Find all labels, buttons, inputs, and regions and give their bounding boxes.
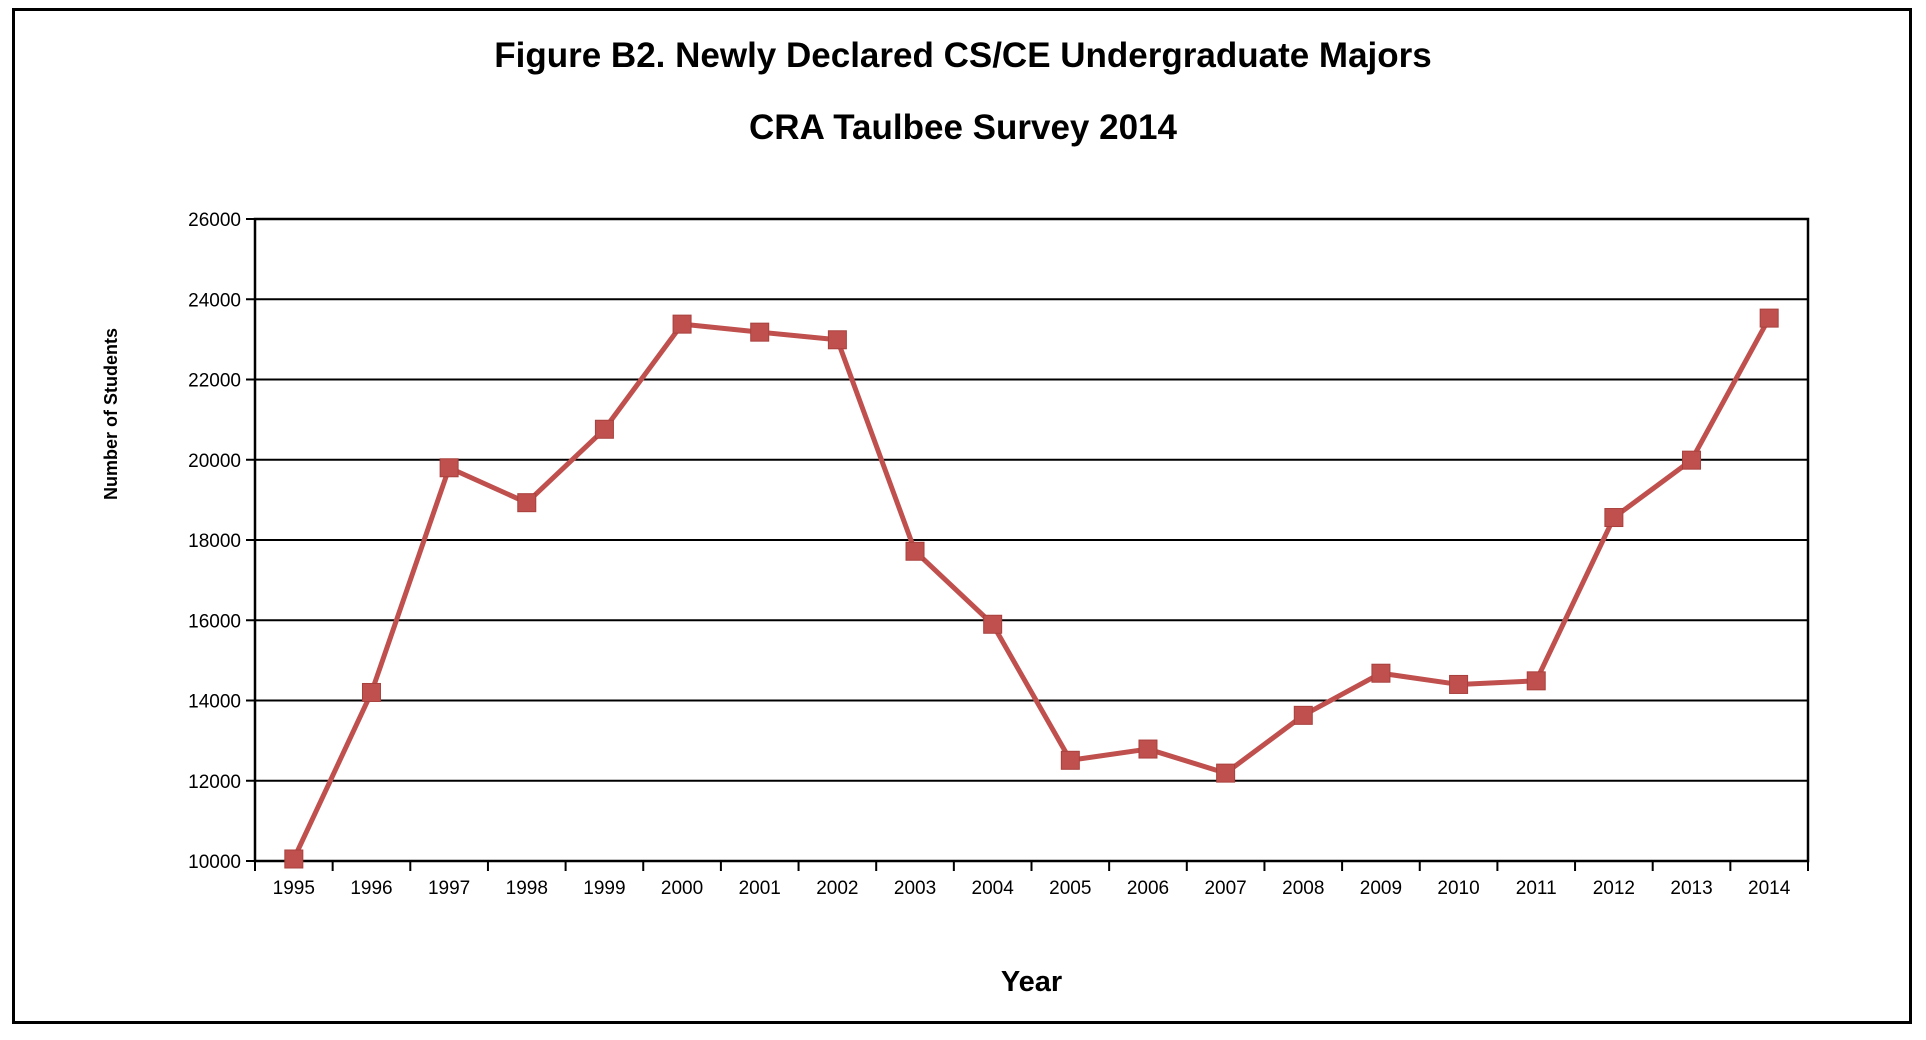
data-point-1998 <box>517 493 537 513</box>
y-tick-label: 16000 <box>188 611 241 632</box>
data-point-2011 <box>1526 671 1546 691</box>
x-tick-label: 2001 <box>739 878 781 899</box>
y-tick-label: 12000 <box>188 772 241 793</box>
data-point-1996 <box>361 682 381 702</box>
x-tick-label: 2009 <box>1360 878 1402 899</box>
data-point-2005 <box>1060 750 1080 770</box>
x-tick-label: 2002 <box>816 878 858 899</box>
x-tick-label: 2007 <box>1204 878 1246 899</box>
y-tick-label: 24000 <box>188 290 241 311</box>
x-tick-label: 2004 <box>972 878 1015 899</box>
chart-subtitle: CRA Taulbee Survey 2014 <box>749 108 1177 147</box>
x-tick-label: 1995 <box>273 878 315 899</box>
data-point-2007 <box>1216 763 1236 783</box>
data-point-1999 <box>594 419 614 439</box>
x-tick-label: 2005 <box>1049 878 1091 899</box>
data-point-2008 <box>1293 705 1313 725</box>
chart-title: Figure B2. Newly Declared CS/CE Undergra… <box>494 36 1432 75</box>
x-tick-label: 1999 <box>583 878 625 899</box>
data-point-2003 <box>905 541 925 561</box>
series-line <box>291 316 1772 861</box>
x-tick-label: 1997 <box>428 878 470 899</box>
data-point-2001 <box>750 322 770 342</box>
data-point-2002 <box>827 330 847 350</box>
data-point-2004 <box>983 614 1003 634</box>
data-point-1995 <box>284 849 304 869</box>
y-tick-label: 22000 <box>188 371 241 392</box>
data-point-1997 <box>439 458 459 478</box>
y-axis-title: Number of Students <box>101 328 121 500</box>
data-point-2014 <box>1759 308 1779 328</box>
x-tick-label: 2013 <box>1670 878 1712 899</box>
y-tick-label: 26000 <box>188 210 241 231</box>
data-point-2009 <box>1371 663 1391 683</box>
x-tick-label: 2006 <box>1127 878 1169 899</box>
data-point-2000 <box>672 314 692 334</box>
x-tick-label: 2012 <box>1593 878 1635 899</box>
x-tick-label: 2008 <box>1282 878 1324 899</box>
x-tick-label: 2014 <box>1748 878 1791 899</box>
x-tick-label: 1996 <box>350 878 392 899</box>
x-tick-label: 1998 <box>506 878 548 899</box>
data-point-2012 <box>1604 508 1624 528</box>
x-tick-label: 2010 <box>1437 878 1479 899</box>
y-tick-label: 18000 <box>188 531 241 552</box>
x-tick-label: 2011 <box>1516 878 1557 899</box>
data-point-2013 <box>1682 450 1702 470</box>
x-axis-title: Year <box>1001 966 1062 998</box>
x-tick-label: 2000 <box>661 878 703 899</box>
data-point-2010 <box>1449 674 1469 694</box>
x-tick-label: 2003 <box>894 878 936 899</box>
y-tick-label: 10000 <box>188 852 241 873</box>
y-tick-label: 14000 <box>188 692 241 713</box>
y-tick-label: 20000 <box>188 451 241 472</box>
chart-frame <box>12 8 1912 1024</box>
data-point-2006 <box>1138 739 1158 759</box>
